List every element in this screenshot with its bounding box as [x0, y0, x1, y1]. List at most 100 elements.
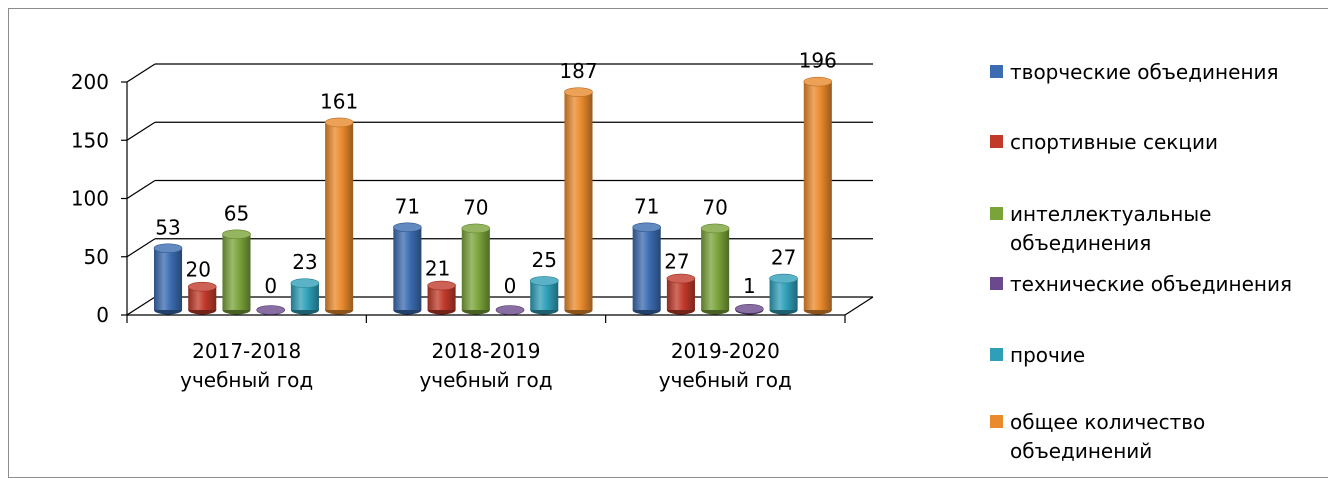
data-label: 0: [504, 274, 517, 298]
legend-item: интеллектуальные объединения: [990, 200, 1310, 258]
bar: [632, 222, 662, 315]
legend-label: прочие: [1010, 343, 1086, 367]
bar: [393, 222, 422, 315]
bar-top: [769, 273, 798, 284]
bar: [427, 280, 456, 315]
legend-label: общее количество объединений: [1010, 410, 1206, 463]
gridline-depth: [126, 179, 156, 200]
data-label: 70: [463, 195, 488, 219]
bar: [461, 223, 491, 315]
gridline-depth: [126, 238, 156, 258]
y-tick-label: 0: [96, 303, 109, 327]
bar-top: [393, 222, 422, 233]
bar: [769, 273, 798, 315]
bar-body: [803, 81, 832, 310]
category-label: учебный год: [180, 368, 313, 392]
bar-body: [325, 122, 354, 310]
data-label: 20: [186, 258, 211, 282]
data-label: 25: [532, 248, 557, 272]
bar-body: [666, 278, 695, 310]
data-label: 187: [559, 59, 597, 83]
bar: [222, 229, 251, 315]
legend-label: спортивные секции: [1010, 130, 1218, 154]
data-label: 71: [634, 194, 659, 218]
bar: [495, 305, 525, 315]
data-label: 161: [320, 89, 358, 113]
bar-top: [700, 223, 730, 234]
data-label: 1: [743, 274, 756, 298]
bar-body: [188, 286, 217, 310]
legend-item: прочие: [990, 341, 1310, 370]
bar-top: [803, 76, 833, 87]
bar-top: [564, 87, 593, 97]
data-label: 196: [799, 49, 837, 73]
data-label: 21: [425, 257, 450, 281]
data-label: 70: [702, 195, 727, 219]
bar-top: [632, 222, 662, 233]
bar: [700, 223, 730, 315]
legend-swatch: [990, 65, 1003, 78]
bar-body: [632, 227, 661, 310]
gridline-depth: [126, 63, 156, 83]
category-label: 2019-2020: [671, 339, 780, 363]
category-label: 2018-2019: [431, 339, 540, 363]
floor-edge: [844, 296, 874, 316]
y-tick-label: 200: [71, 70, 109, 94]
bar-top: [222, 229, 251, 240]
category-label: учебный год: [659, 368, 792, 392]
bar-top: [529, 276, 559, 286]
data-label: 53: [155, 215, 180, 239]
category-label: учебный год: [419, 368, 552, 392]
bar: [666, 273, 696, 315]
bar-top: [324, 117, 354, 128]
legend-item: спортивные секции: [990, 128, 1310, 157]
bar-body: [154, 248, 183, 310]
legend-item: творческие объединения: [990, 58, 1310, 87]
y-tick-label: 150: [71, 128, 109, 152]
bar-top: [187, 281, 217, 292]
data-label: 71: [395, 194, 420, 218]
bar: [187, 281, 217, 315]
bar-top: [735, 304, 764, 314]
data-label: 27: [771, 246, 796, 270]
bar: [735, 304, 764, 315]
bar-body: [222, 234, 251, 310]
data-label: 23: [292, 250, 317, 274]
legend-swatch: [990, 135, 1003, 148]
bar-top: [461, 223, 491, 234]
bar-top: [495, 305, 525, 315]
legend-label: технические объединения: [1010, 272, 1293, 296]
bar-top: [427, 280, 456, 291]
bar: [153, 243, 183, 315]
legend-item: технические объединения: [990, 270, 1310, 299]
bar-body: [461, 228, 490, 310]
bar-body: [769, 278, 798, 310]
bar-body: [393, 227, 422, 310]
bar: [529, 276, 559, 315]
bar-top: [290, 278, 320, 289]
bar: [324, 117, 354, 315]
category-label: 2017-2018: [192, 339, 301, 363]
gridline-depth: [126, 296, 156, 316]
bar-top: [666, 273, 696, 284]
data-label: 65: [224, 201, 249, 225]
gridline-depth: [126, 121, 156, 141]
bar-body: [564, 92, 593, 311]
y-tick-label: 50: [84, 245, 109, 269]
legend-swatch: [990, 348, 1003, 361]
legend-swatch: [990, 277, 1003, 290]
data-label: 27: [664, 250, 689, 274]
y-tick-label: 100: [71, 187, 109, 211]
legend-label: интеллектуальные объединения: [1010, 202, 1212, 255]
data-label: 0: [264, 274, 277, 298]
bar: [564, 87, 593, 315]
bar-top: [153, 243, 183, 254]
legend-item: общее количество объединений: [990, 408, 1310, 466]
bar: [803, 76, 833, 315]
bar: [256, 305, 286, 315]
legend-label: творческие объединения: [1010, 60, 1279, 84]
bar-body: [701, 228, 730, 310]
bar: [290, 278, 320, 315]
bar-body: [530, 280, 559, 310]
